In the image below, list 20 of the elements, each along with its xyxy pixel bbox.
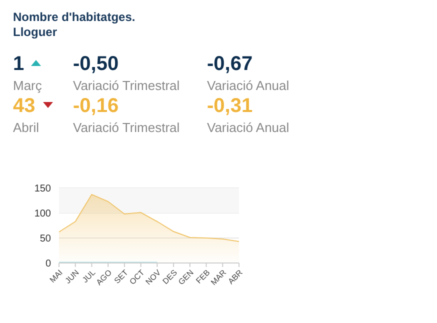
text: Variació Anual [207, 120, 290, 136]
text: 1 [13, 52, 24, 76]
text: Variació Trimestral [73, 120, 180, 136]
text: Abril [13, 120, 40, 136]
text: -0,67 [207, 52, 253, 76]
text: -0,31 [207, 94, 253, 118]
x-tick-label: JUL [80, 268, 98, 284]
text: Nombre d'habitatges. Lloguer [13, 10, 136, 40]
text: -0,50 [73, 52, 119, 76]
x-tick-label: FEB [194, 268, 212, 286]
text: Variació Trimestral [73, 78, 180, 94]
text: Març [13, 78, 42, 94]
text: Variació Anual [207, 78, 290, 94]
text: -0,16 [73, 94, 119, 118]
y-tick-label: 50 [40, 234, 52, 245]
y-tick-label: 100 [34, 208, 52, 220]
y-tick-label: 150 [34, 184, 52, 195]
x-tick-label: MAI [48, 268, 64, 284]
text: 43 [13, 94, 36, 118]
y-tick-label: 0 [45, 258, 52, 270]
